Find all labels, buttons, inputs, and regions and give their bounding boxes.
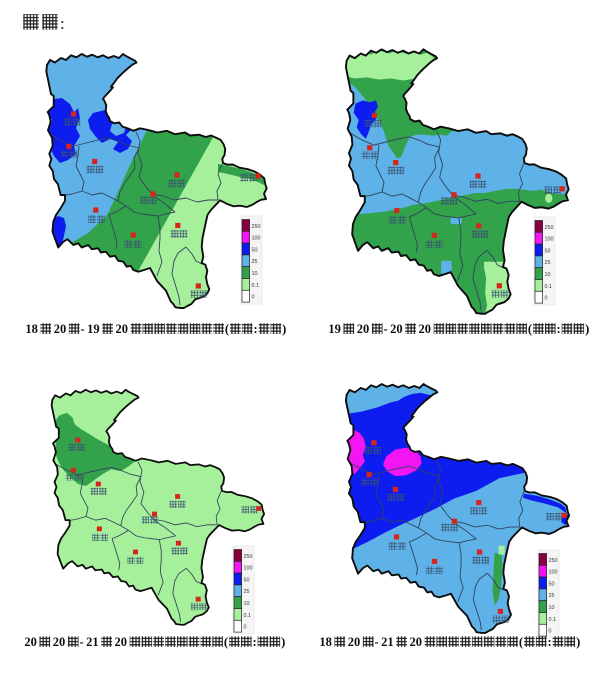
- svg-text:100: 100: [252, 236, 261, 242]
- svg-text:50: 50: [244, 577, 250, 583]
- svg-text:250: 250: [244, 554, 253, 560]
- svg-text:21: 21: [381, 635, 394, 649]
- svg-text:0.1: 0.1: [549, 617, 557, 623]
- svg-text:10: 10: [545, 272, 551, 278]
- svg-text:20: 20: [115, 635, 128, 649]
- svg-text:250: 250: [549, 558, 558, 564]
- svg-text:(: (: [528, 322, 532, 336]
- svg-text:21: 21: [86, 635, 99, 649]
- svg-text:25: 25: [549, 593, 555, 599]
- svg-text:): ): [281, 635, 285, 649]
- svg-text:0: 0: [244, 625, 247, 631]
- svg-text:50: 50: [549, 581, 555, 587]
- svg-text::: :: [557, 322, 561, 336]
- svg-text:25: 25: [244, 589, 250, 595]
- svg-text:20: 20: [24, 635, 37, 649]
- svg-text:18: 18: [25, 322, 38, 336]
- svg-text:19: 19: [328, 322, 341, 336]
- svg-text:100: 100: [549, 570, 558, 576]
- svg-text:): ): [576, 635, 580, 649]
- svg-text:(: (: [224, 635, 228, 649]
- svg-text::: :: [548, 635, 552, 649]
- svg-text:250: 250: [545, 225, 554, 231]
- svg-text:100: 100: [545, 237, 554, 243]
- svg-text:20: 20: [348, 635, 361, 649]
- svg-text:(: (: [225, 322, 229, 336]
- svg-text::: :: [254, 322, 258, 336]
- svg-text:10: 10: [549, 605, 555, 611]
- svg-text::: :: [60, 14, 65, 33]
- svg-text:0.1: 0.1: [545, 284, 553, 290]
- svg-text:-: -: [375, 635, 379, 649]
- svg-text:-: -: [384, 322, 388, 336]
- svg-text:25: 25: [252, 259, 258, 265]
- svg-text:20: 20: [53, 635, 66, 649]
- svg-text:0: 0: [549, 629, 552, 635]
- svg-text:): ): [585, 322, 589, 336]
- svg-text:-: -: [81, 322, 85, 336]
- svg-text:20: 20: [390, 322, 403, 336]
- svg-text:-: -: [80, 635, 84, 649]
- svg-text:19: 19: [87, 322, 100, 336]
- svg-text::: :: [253, 635, 257, 649]
- svg-text:): ): [282, 322, 286, 336]
- svg-text:25: 25: [545, 260, 551, 266]
- svg-text:0: 0: [252, 295, 255, 301]
- svg-text:50: 50: [252, 247, 258, 253]
- svg-text:0.1: 0.1: [252, 283, 260, 289]
- svg-text:0.1: 0.1: [244, 613, 252, 619]
- svg-text:10: 10: [252, 271, 258, 277]
- svg-text:100: 100: [244, 566, 253, 572]
- svg-text:10: 10: [244, 601, 250, 607]
- svg-text:20: 20: [419, 322, 432, 336]
- svg-text:250: 250: [252, 224, 261, 230]
- svg-text:20: 20: [410, 635, 423, 649]
- svg-text:(: (: [519, 635, 523, 649]
- svg-text:50: 50: [545, 248, 551, 254]
- svg-text:18: 18: [319, 635, 332, 649]
- svg-text:20: 20: [357, 322, 370, 336]
- svg-text:20: 20: [116, 322, 129, 336]
- svg-text:20: 20: [54, 322, 67, 336]
- svg-text:0: 0: [545, 296, 548, 302]
